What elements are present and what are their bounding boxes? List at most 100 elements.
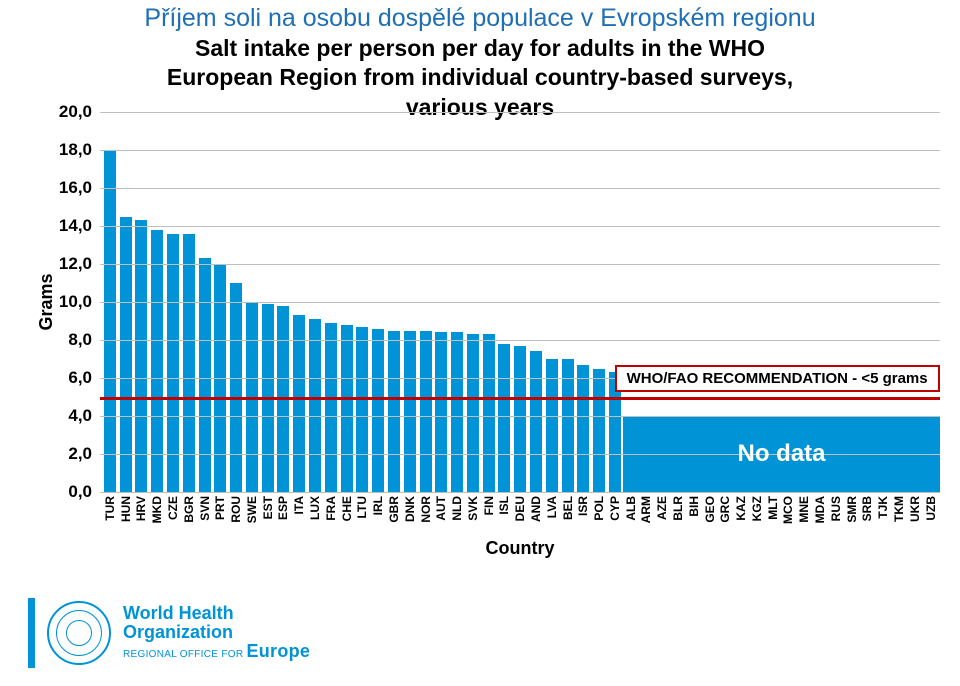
x-tick-label: MKD	[150, 496, 164, 523]
y-tick-label: 16,0	[44, 178, 92, 198]
bar	[514, 346, 526, 492]
x-tick-label: MCO	[781, 496, 795, 524]
x-tick-label: LUX	[308, 496, 322, 520]
bar	[151, 230, 163, 492]
logo-org-line1: World Health	[123, 604, 310, 623]
bar-column: IRL	[370, 329, 386, 492]
x-tick-label: IRL	[371, 496, 385, 515]
who-logo: World Health Organization REGIONAL OFFIC…	[28, 598, 310, 668]
bar-column: NOR	[418, 331, 434, 493]
logo-region-name: Europe	[246, 641, 310, 661]
bar-column: ISL	[497, 344, 513, 492]
y-tick-label: 6,0	[44, 368, 92, 388]
y-tick-label: 14,0	[44, 216, 92, 236]
bar-column: ISR	[575, 365, 591, 492]
title-en-1: Salt intake per person per day for adult…	[0, 35, 960, 63]
bar-column: HUN	[118, 217, 134, 493]
bar	[356, 327, 368, 492]
bar-column: LTU	[355, 327, 371, 492]
x-tick-label: NLD	[450, 496, 464, 521]
x-tick-label: ALB	[624, 496, 638, 521]
x-tick-label: UKR	[908, 496, 922, 522]
x-tick-label: EST	[261, 496, 275, 519]
x-tick-label: NOR	[419, 496, 433, 523]
x-tick-label: SVN	[198, 496, 212, 521]
y-axis: 0,02,04,06,08,010,012,014,016,018,020,0	[48, 112, 96, 492]
bar-column: HRV	[134, 220, 150, 492]
x-tick-label: HUN	[119, 496, 133, 522]
recommendation-line	[100, 397, 940, 400]
x-tick-label: AUT	[434, 496, 448, 521]
bar-column: ROU	[228, 283, 244, 492]
x-tick-label: ARM	[639, 496, 653, 523]
bar	[325, 323, 337, 492]
gridline	[100, 226, 940, 227]
bar	[388, 331, 400, 493]
bar-column: GBR	[386, 331, 402, 493]
bar	[404, 331, 416, 493]
gridline	[100, 340, 940, 341]
y-tick-label: 4,0	[44, 406, 92, 426]
x-tick-label: BLR	[671, 496, 685, 521]
logo-region: REGIONAL OFFICE FOR Europe	[123, 641, 310, 662]
bar	[120, 217, 132, 493]
gridline	[100, 112, 940, 113]
bar	[293, 315, 305, 492]
gridline	[100, 416, 940, 417]
bar-column: AND	[528, 351, 544, 492]
x-tick-label: ITA	[292, 496, 306, 514]
x-axis-label: Country	[100, 538, 940, 559]
x-tick-label: MNE	[797, 496, 811, 523]
x-tick-label: UZB	[924, 496, 938, 521]
x-tick-label: MDA	[813, 496, 827, 523]
bar-column: FRA	[323, 323, 339, 492]
y-tick-label: 12,0	[44, 254, 92, 274]
x-tick-label: TJK	[876, 496, 890, 519]
bar-column: CHE	[339, 325, 355, 492]
x-tick-label: FIN	[482, 496, 496, 515]
x-tick-label: SRB	[860, 496, 874, 521]
gridline	[100, 264, 940, 265]
logo-accent-bar	[28, 598, 35, 668]
bar	[451, 332, 463, 492]
x-tick-label: GBR	[387, 496, 401, 523]
gridline	[100, 150, 940, 151]
bar	[309, 319, 321, 492]
x-tick-label: PRT	[213, 496, 227, 520]
bar-column: AUT	[433, 332, 449, 492]
bar	[530, 351, 542, 492]
bar	[593, 369, 605, 493]
x-tick-label: DEU	[513, 496, 527, 521]
gridline	[100, 492, 940, 493]
x-tick-label: KAZ	[734, 496, 748, 521]
bar	[577, 365, 589, 492]
y-tick-label: 10,0	[44, 292, 92, 312]
bar-column: ITA	[291, 315, 307, 492]
x-tick-label: BEL	[561, 496, 575, 520]
bar-column: SVN	[197, 258, 213, 492]
plot-area: TURHUNHRVMKDCZEBGRSVNPRTROUSWEESTESPITAL…	[100, 112, 940, 492]
x-tick-label: HRV	[134, 496, 148, 521]
bar	[135, 220, 147, 492]
x-tick-label: TUR	[103, 496, 117, 521]
x-tick-label: SMR	[845, 496, 859, 523]
bar	[199, 258, 211, 492]
bar-column: DEU	[512, 346, 528, 492]
bar-column: MKD	[149, 230, 165, 492]
chart: Grams 0,02,04,06,08,010,012,014,016,018,…	[26, 112, 940, 492]
bar	[420, 331, 432, 493]
bar-column: SVK	[465, 334, 481, 492]
logo-org-line2: Organization	[123, 623, 310, 642]
logo-region-prefix: REGIONAL OFFICE FOR	[123, 649, 243, 660]
x-tick-label: LVA	[545, 496, 559, 518]
bar	[230, 283, 242, 492]
gridline	[100, 188, 940, 189]
x-tick-label: MLT	[766, 496, 780, 520]
x-tick-label: CHE	[340, 496, 354, 521]
bar	[372, 329, 384, 492]
y-tick-label: 18,0	[44, 140, 92, 160]
y-tick-label: 8,0	[44, 330, 92, 350]
x-tick-label: BIH	[687, 496, 701, 517]
bar-column: LUX	[307, 319, 323, 492]
title-czech: Příjem soli na osobu dospělé populace v …	[0, 4, 960, 33]
